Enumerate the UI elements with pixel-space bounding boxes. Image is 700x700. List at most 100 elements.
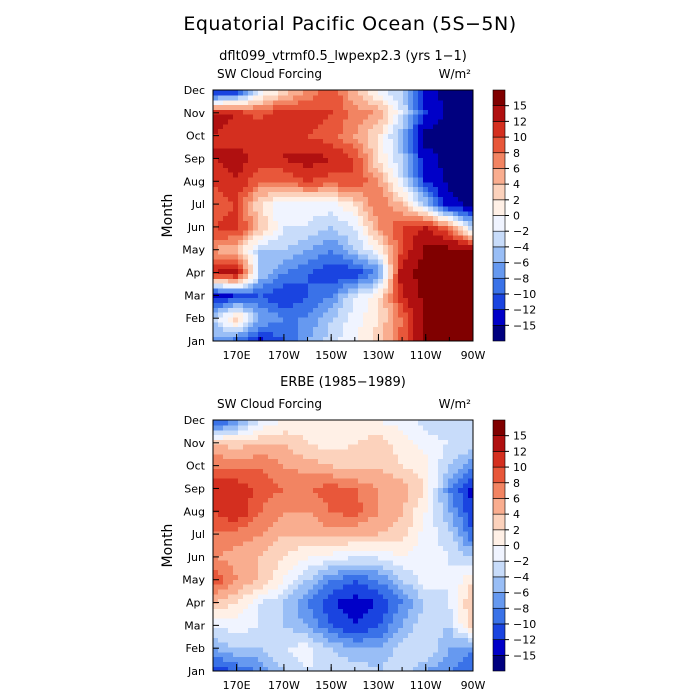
heatmap-cell: [218, 225, 224, 231]
heatmap-cell: [353, 128, 359, 135]
heatmap-cell: [338, 99, 344, 106]
heatmap-cell: [413, 316, 419, 323]
heatmap-cell: [443, 492, 449, 498]
heatmap-cell: [338, 123, 344, 130]
heatmap-cell: [258, 181, 264, 188]
heatmap-cell: [228, 540, 234, 547]
heatmap-cell: [283, 497, 289, 503]
heatmap-cell: [308, 99, 314, 106]
heatmap-cell: [238, 531, 244, 537]
heatmap-cell: [213, 94, 219, 101]
heatmap-cell: [278, 191, 284, 197]
heatmap-cell: [313, 613, 319, 619]
heatmap-cell: [363, 661, 369, 667]
heatmap-cell: [448, 90, 454, 96]
heatmap-cell: [433, 617, 439, 624]
heatmap-cell: [228, 613, 234, 619]
heatmap-cell: [343, 497, 349, 503]
heatmap-cell: [353, 302, 359, 308]
heatmap-cell: [373, 637, 379, 643]
heatmap-cell: [373, 593, 379, 600]
heatmap-cell: [448, 283, 454, 289]
heatmap-cell: [288, 535, 294, 542]
heatmap-cell: [228, 477, 234, 484]
heatmap-cell: [278, 564, 284, 571]
heatmap-cell: [433, 297, 439, 303]
heatmap-cell: [273, 632, 279, 638]
heatmap-cell: [348, 321, 354, 328]
heatmap-cell: [393, 613, 399, 619]
heatmap-cell: [318, 584, 324, 590]
heatmap-cell: [388, 321, 394, 328]
heatmap-cell: [283, 167, 289, 173]
heatmap-cell: [283, 268, 289, 275]
heatmap-cell: [243, 128, 249, 135]
heatmap-cell: [308, 569, 314, 576]
heatmap-cell: [268, 278, 274, 284]
heatmap-cell: [278, 118, 284, 125]
heatmap-cell: [318, 133, 324, 139]
heatmap-cell: [438, 263, 444, 270]
heatmap-cell: [283, 336, 289, 342]
heatmap-cell: [363, 646, 369, 653]
heatmap-cell: [263, 210, 269, 217]
heatmap-cell: [298, 511, 304, 518]
heatmap-cell: [343, 622, 349, 629]
heatmap-cell: [243, 123, 249, 130]
heatmap-cell: [278, 302, 284, 308]
heatmap-cell: [293, 482, 299, 489]
heatmap-cell: [323, 234, 329, 241]
heatmap-cell: [468, 94, 474, 101]
heatmap-cell: [418, 99, 424, 106]
heatmap-cell: [393, 258, 399, 265]
heatmap-cell: [293, 598, 299, 605]
heatmap-cell: [263, 133, 269, 139]
heatmap-cell: [373, 617, 379, 624]
heatmap-cell: [378, 487, 384, 494]
heatmap-cell: [458, 128, 464, 135]
heatmap-cell: [248, 487, 254, 494]
heatmap-cell: [218, 201, 224, 207]
heatmap-cell: [398, 205, 404, 212]
heatmap-cell: [268, 147, 274, 154]
heatmap-cell: [313, 215, 319, 221]
heatmap-cell: [353, 234, 359, 241]
heatmap-cell: [288, 201, 294, 207]
heatmap-cell: [358, 114, 364, 120]
heatmap-cell: [218, 109, 224, 115]
heatmap-cell: [288, 473, 294, 479]
heatmap-cell: [318, 550, 324, 556]
heatmap-cell: [278, 278, 284, 284]
heatmap-cell: [398, 307, 404, 313]
heatmap-cell: [253, 128, 259, 135]
heatmap-cell: [323, 162, 329, 168]
heatmap-cell: [393, 487, 399, 494]
heatmap-cell: [463, 123, 469, 130]
heatmap-cell: [313, 502, 319, 508]
heatmap-cell: [218, 138, 224, 144]
heatmap-cell: [433, 502, 439, 508]
heatmap-cell: [323, 666, 329, 672]
heatmap-cell: [443, 258, 449, 265]
heatmap-cell: [448, 143, 454, 149]
heatmap-cell: [228, 584, 234, 590]
heatmap-cell: [418, 278, 424, 284]
heatmap-cell: [408, 123, 414, 130]
heatmap-cell: [343, 637, 349, 643]
heatmap-cell: [463, 157, 469, 164]
heatmap-cell: [463, 506, 469, 513]
heatmap-cell: [423, 205, 429, 212]
heatmap-cell: [218, 297, 224, 303]
heatmap-cell: [468, 114, 474, 120]
heatmap-cell: [283, 545, 289, 551]
heatmap-cell: [268, 109, 274, 115]
heatmap-cell: [428, 220, 434, 226]
heatmap-cell: [253, 545, 259, 551]
heatmap-cell: [328, 263, 334, 270]
heatmap-cell: [353, 254, 359, 260]
heatmap-cell: [468, 477, 474, 484]
heatmap-cell: [263, 258, 269, 265]
heatmap-cell: [428, 632, 434, 638]
heatmap-cell: [268, 258, 274, 265]
heatmap-cell: [358, 312, 364, 318]
